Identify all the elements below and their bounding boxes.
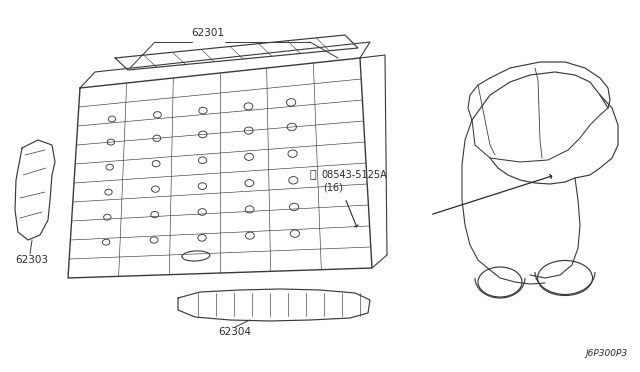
Text: 62301: 62301 xyxy=(191,28,225,38)
Text: J6P300P3: J6P300P3 xyxy=(586,349,628,358)
Text: 08543-5125A: 08543-5125A xyxy=(321,170,387,180)
Text: (16): (16) xyxy=(323,183,343,193)
Text: 62303: 62303 xyxy=(15,255,48,265)
Text: Ⓢ: Ⓢ xyxy=(310,170,317,180)
Text: 62304: 62304 xyxy=(218,327,252,337)
